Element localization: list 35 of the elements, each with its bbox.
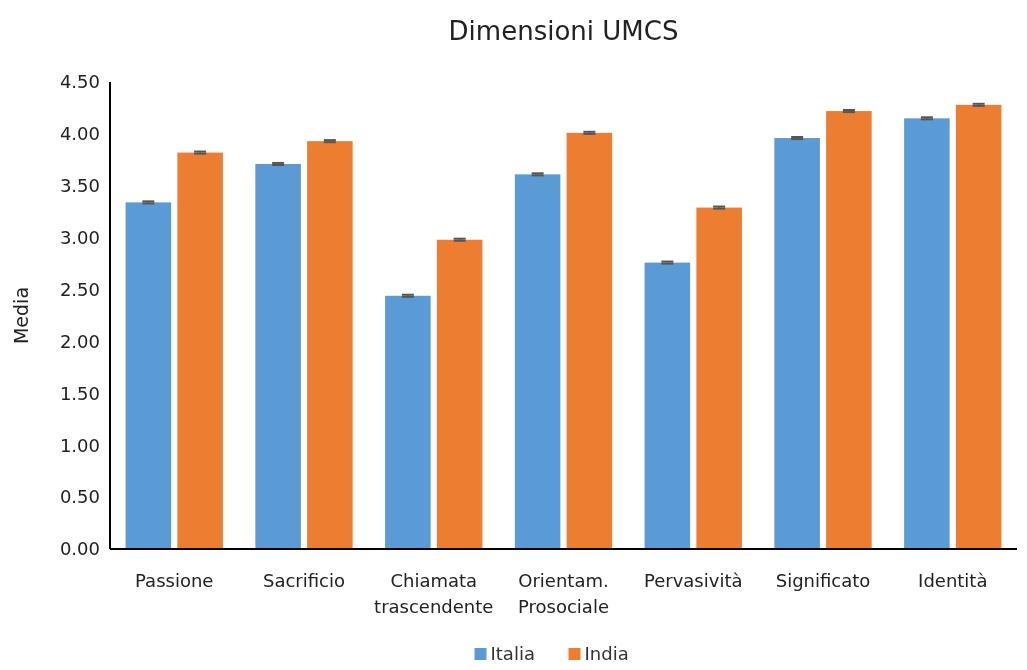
x-tick-label: Chiamata trascendente [374, 570, 494, 617]
x-tick-label: Passione [135, 570, 214, 591]
bar [255, 163, 301, 549]
y-tick-label: 0.50 [59, 486, 100, 508]
bar [307, 141, 353, 549]
x-tick-label: Orientam. Prosociale [518, 570, 609, 617]
bar [514, 174, 561, 549]
bar [826, 111, 872, 549]
bar [955, 104, 1002, 549]
bar [644, 262, 691, 549]
y-tick-label: 3.50 [59, 175, 100, 197]
x-tick-label: Identità [918, 570, 988, 591]
y-tick-label: 2.50 [59, 278, 100, 300]
bar [566, 132, 613, 549]
bar [904, 118, 950, 549]
y-axis-title: Media [10, 286, 32, 345]
bar [774, 138, 820, 549]
y-tick-label: 1.50 [59, 382, 100, 404]
bar [696, 207, 742, 549]
y-tick-label: 4.50 [59, 71, 100, 93]
bar [436, 239, 483, 549]
chart-title: Dimensioni UMCS [448, 16, 679, 46]
y-tick-label: 0.00 [59, 538, 100, 560]
x-tick-label: Sacrificio [262, 570, 345, 591]
x-tick-label: Pervasività [644, 570, 743, 591]
y-tick-label: 3.00 [59, 226, 100, 248]
x-tick-label: Significato [775, 570, 871, 591]
legend-label: Italia [490, 643, 535, 664]
y-tick-label: 4.00 [59, 123, 100, 145]
y-tick-label: 1.00 [59, 434, 100, 456]
bar [385, 295, 431, 549]
legend-label: India [584, 643, 629, 664]
bar [177, 152, 223, 549]
bar [125, 202, 172, 549]
y-tick-label: 2.00 [59, 330, 100, 352]
